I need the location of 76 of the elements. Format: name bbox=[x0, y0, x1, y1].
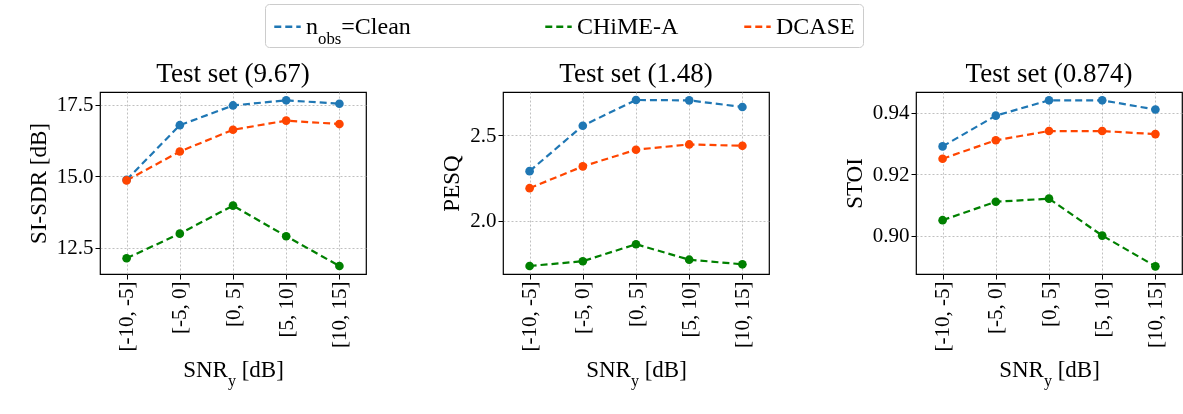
y-tick-label: 0.94 bbox=[872, 100, 910, 125]
point bbox=[1044, 194, 1054, 203]
point bbox=[991, 197, 1001, 207]
x-tick-label: [5, 10] bbox=[676, 281, 701, 338]
point bbox=[938, 154, 947, 164]
point bbox=[525, 183, 534, 193]
point bbox=[631, 145, 641, 155]
point bbox=[1097, 126, 1107, 136]
point bbox=[578, 121, 588, 131]
point bbox=[991, 111, 1001, 120]
point bbox=[631, 239, 641, 249]
point bbox=[738, 102, 747, 112]
point bbox=[525, 166, 534, 176]
x-tick-label: [10, 15] bbox=[729, 281, 754, 348]
y-tick-label: 0.90 bbox=[872, 223, 910, 248]
point bbox=[281, 95, 291, 105]
y-tick-label: 2.0 bbox=[470, 208, 497, 233]
point bbox=[684, 140, 694, 149]
point bbox=[578, 162, 588, 171]
point bbox=[175, 229, 185, 238]
y-tick-label: 12.5 bbox=[56, 235, 94, 260]
y-axis-title: STOI bbox=[841, 158, 867, 209]
x-tick-label: [5, 10] bbox=[1089, 281, 1114, 338]
x-tick-label: [-5, 0] bbox=[570, 281, 595, 334]
x-tick-label: [10, 15] bbox=[1142, 281, 1167, 348]
chart-title: Test set (0.874) bbox=[965, 58, 1133, 88]
legend-label: DCASE bbox=[776, 12, 855, 39]
y-tick-label: 15.0 bbox=[56, 163, 94, 188]
legend-label: CHiME-A bbox=[577, 12, 679, 39]
point bbox=[1151, 261, 1160, 271]
point bbox=[684, 96, 694, 105]
point bbox=[1044, 95, 1054, 105]
x-tick-label: [-5, 0] bbox=[167, 281, 192, 334]
x-tick-label: [-5, 0] bbox=[983, 281, 1008, 334]
x-tick-label: [0, 5] bbox=[220, 281, 245, 327]
point bbox=[122, 253, 131, 263]
point bbox=[938, 142, 947, 151]
y-axis-title: SI-SDR [dB] bbox=[25, 123, 51, 244]
point bbox=[335, 99, 344, 109]
point bbox=[228, 101, 238, 110]
point bbox=[335, 261, 344, 271]
point bbox=[991, 135, 1001, 145]
x-axis-title: SNR$_{y}$ [dB] bbox=[586, 357, 687, 390]
x-tick-label: [-10, -5] bbox=[930, 281, 955, 352]
point bbox=[281, 231, 291, 241]
point bbox=[938, 215, 947, 225]
y-tick-label: 0.92 bbox=[872, 161, 910, 186]
x-axis-title: SNR$_{y}$ [dB] bbox=[999, 357, 1100, 390]
chart-title: Test set (9.67) bbox=[156, 58, 310, 88]
x-tick-label: [5, 10] bbox=[273, 281, 298, 338]
point bbox=[684, 255, 694, 265]
point bbox=[175, 147, 185, 156]
point bbox=[1151, 129, 1160, 139]
x-tick-label: [0, 5] bbox=[623, 281, 648, 327]
point bbox=[1097, 95, 1107, 105]
point bbox=[175, 120, 185, 130]
point bbox=[578, 256, 588, 266]
point bbox=[281, 116, 291, 125]
y-tick-label: 2.5 bbox=[470, 122, 497, 147]
point bbox=[738, 259, 747, 269]
y-tick-label: 17.5 bbox=[56, 92, 94, 117]
point bbox=[228, 201, 238, 210]
point bbox=[1097, 231, 1107, 240]
chart-title: Test set (1.48) bbox=[559, 57, 713, 88]
x-axis-title: SNR$_{y}$ [dB] bbox=[183, 357, 284, 390]
point bbox=[738, 141, 747, 151]
point bbox=[1151, 105, 1160, 114]
x-tick-label: [0, 5] bbox=[1036, 281, 1061, 327]
legend-label: n$_{obs}$=Clean bbox=[306, 12, 411, 48]
point bbox=[228, 125, 238, 135]
y-axis-title: PESQ bbox=[439, 154, 465, 212]
point bbox=[525, 261, 534, 271]
point bbox=[335, 119, 344, 129]
x-tick-label: [-10, -5] bbox=[114, 281, 139, 352]
x-tick-label: [10, 15] bbox=[326, 281, 351, 348]
x-tick-label: [-10, -5] bbox=[517, 281, 542, 352]
